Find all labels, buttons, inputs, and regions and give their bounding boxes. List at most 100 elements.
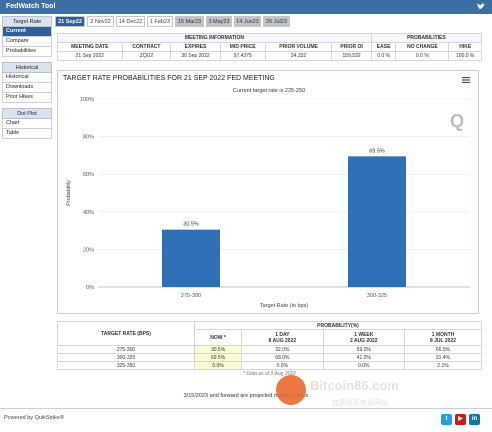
sidebar-item-table[interactable]: Table	[2, 129, 52, 139]
tab-14-jun23[interactable]: 14 Jun23	[234, 16, 261, 27]
row-now-value: 0.0%	[193, 361, 243, 370]
sidebar: Target Rate Current Compare Probabilitie…	[2, 16, 52, 139]
watermark-text: Bitcoin86.com	[310, 378, 399, 393]
powered-by-text: Powered by QuikStrike®	[4, 415, 64, 421]
table-row: 275-300 30.5% 32.0% 59.0% 66.5%	[57, 345, 483, 354]
no-change-value: 0.0 %	[395, 51, 450, 61]
col-now-label: NOW *	[210, 334, 226, 341]
col-meeting-date: MEETING DATE	[57, 42, 123, 52]
sidebar-header-dot-plot: Dot Plot	[2, 108, 52, 119]
table-row: 325-350 0.0% 0.0% 0.0% 2.1%	[57, 361, 483, 370]
col-contract: CONTRACT	[121, 42, 172, 52]
x-axis-title: Target Rate (in bps)	[260, 303, 308, 309]
chart-menu-icon[interactable]	[462, 77, 470, 83]
table-row: 300-325 69.5% 68.0% 41.0% 31.4%	[57, 353, 483, 362]
col-1-week-date: 2 AUG 2022	[349, 337, 378, 344]
bar	[162, 229, 220, 287]
col-expires: EXPIRES	[170, 42, 221, 52]
row-now-value: 69.5%	[193, 353, 243, 362]
data-as-of-note: * Data as of 9 Aug 2022	[243, 370, 296, 377]
tab-1-feb23[interactable]: 1 Feb23	[147, 16, 173, 27]
probability-table: TARGET RATE (BPS) PROBABILITY(%) NOW * 1…	[57, 321, 483, 378]
y-tick-label: 100%	[80, 97, 94, 103]
col-1-month: 1 MONTH 8 JUL 2022	[403, 329, 483, 346]
title-bar: FedWatch Tool	[0, 0, 492, 14]
prior-oi-value: 159,532	[331, 51, 372, 61]
row-1-week-value: 0.0%	[322, 361, 405, 370]
col-probability-group: PROBABILITY(%)	[194, 321, 482, 330]
chart-subtitle: Current target rate is 225-250	[232, 88, 306, 94]
sidebar-item-chart[interactable]: Chart	[2, 119, 52, 129]
twitter-icon[interactable]: t	[441, 414, 452, 425]
meeting-header-row: MEETING DATE CONTRACT EXPIRES MID PRICE …	[57, 42, 482, 52]
col-1-month-label: 1 MONTH	[431, 331, 455, 338]
projected-dates-footnote: 3/15/2023 and forward are projected meet…	[183, 393, 309, 399]
col-1-day: 1 DAY 8 AUG 2022	[241, 329, 324, 346]
row-1-month-value: 2.1%	[403, 361, 483, 370]
meeting-info-table: MEETING INFORMATION PROBABILITIES MEETIN…	[57, 33, 483, 61]
prior-volume-value: 24,332	[264, 51, 333, 61]
x-tick-label: 300-325	[367, 293, 387, 299]
expires-value: 30 Sep 2022	[170, 51, 221, 61]
row-rate: 275-300	[57, 345, 195, 354]
bar-data-label: 30.5%	[183, 222, 199, 228]
chart-title: TARGET RATE PROBABILITIES FOR 21 SEP 202…	[63, 75, 275, 82]
bar-data-label: 69.5%	[369, 148, 385, 154]
meeting-date-value: 21 Sep 2022	[57, 51, 123, 61]
sidebar-item-prior-hikes[interactable]: Prior Hikes	[2, 93, 52, 103]
sidebar-item-current[interactable]: Current	[2, 27, 52, 37]
row-1-day-value: 68.0%	[241, 353, 324, 362]
bitcoin-watermark-icon	[276, 375, 306, 405]
tab-2-nov22[interactable]: 2 Nov22	[87, 16, 114, 27]
col-prior-oi: PRIOR OI	[331, 42, 372, 52]
twitter-icon[interactable]	[476, 2, 486, 12]
probability-chart: TARGET RATE PROBABILITIES FOR 21 SEP 202…	[57, 70, 479, 314]
sidebar-header-historical: Historical	[2, 62, 52, 73]
y-tick-label: 60%	[83, 172, 94, 178]
chart-plot-area: 0% 20% 40% 60% 80% 100% 30.5% 275-300 69.5% 300-3…	[66, 97, 470, 309]
tab-26-jul23[interactable]: 26 Jul23	[263, 16, 290, 27]
y-axis-title: Probability	[66, 180, 72, 206]
youtube-icon[interactable]: ▶	[455, 414, 466, 425]
probabilities-header: PROBABILITIES	[370, 33, 483, 43]
col-mid-price: MID PRICE	[219, 42, 266, 52]
tab-14-dec22[interactable]: 14 Dec22	[116, 16, 145, 27]
watermark-text-2: 加密货币信息网站	[332, 400, 388, 407]
meeting-value-row: 21 Sep 2022 ZQU2 30 Sep 2022 97.4375 24,…	[57, 51, 482, 61]
col-prior-volume: PRIOR VOLUME	[264, 42, 333, 52]
col-no-change: NO CHANGE	[395, 42, 450, 52]
window-title: FedWatch Tool	[6, 3, 56, 10]
row-1-week-value: 59.0%	[322, 345, 405, 354]
sidebar-item-downloads[interactable]: Downloads	[2, 83, 52, 93]
col-target-rate: TARGET RATE (BPS)	[57, 321, 195, 346]
col-1-month-date: 8 JUL 2022	[429, 337, 457, 344]
row-1-month-value: 31.4%	[403, 353, 483, 362]
y-tick-label: 80%	[83, 135, 94, 141]
y-tick-label: 0%	[86, 285, 94, 291]
row-1-week-value: 41.0%	[322, 353, 405, 362]
col-1-day-label: 1 DAY	[275, 331, 290, 338]
tab-21-sep22[interactable]: 21 Sep22	[55, 16, 85, 27]
row-rate: 325-350	[57, 361, 195, 370]
linkedin-icon[interactable]: in	[469, 414, 480, 425]
tab-3-may23[interactable]: 3 May23	[206, 16, 232, 27]
col-1-week-label: 1 WEEK	[354, 331, 374, 338]
mid-price-value: 97.4375	[219, 51, 266, 61]
hike-value: 100.0 %	[448, 51, 482, 61]
x-tick-label: 275-300	[181, 293, 201, 299]
col-ease: EASE	[370, 42, 397, 52]
sidebar-item-historical[interactable]: Historical	[2, 73, 52, 83]
y-tick-label: 20%	[83, 247, 94, 253]
sidebar-item-probabilities[interactable]: Probabilities	[2, 47, 52, 57]
sidebar-item-compare[interactable]: Compare	[2, 37, 52, 47]
quikstrike-logo-icon: Q	[449, 111, 464, 131]
row-1-day-value: 32.0%	[241, 345, 324, 354]
sidebar-header-target-rate: Target Rate	[2, 16, 52, 27]
contract-value: ZQU2	[121, 51, 172, 61]
col-now: NOW *	[193, 329, 243, 346]
bar	[348, 156, 406, 287]
row-rate: 300-325	[57, 353, 195, 362]
col-hike: HIKE	[448, 42, 482, 52]
col-1-day-date: 8 AUG 2022	[268, 337, 297, 344]
tab-15-mar23[interactable]: 15 Mar23	[175, 16, 204, 27]
